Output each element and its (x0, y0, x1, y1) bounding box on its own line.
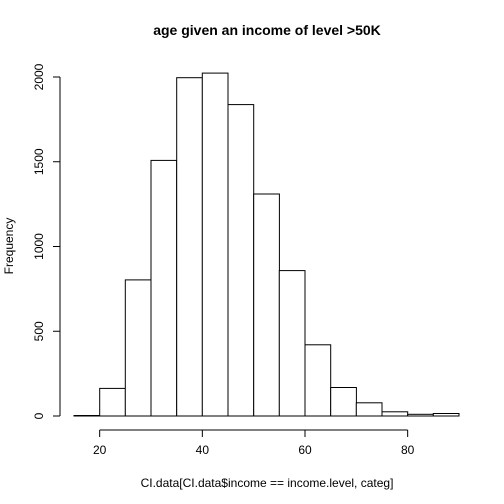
histogram-bar-1 (99, 387, 126, 417)
y-tick-label-4: 2000 (32, 63, 46, 90)
x-tick-label-2: 60 (298, 443, 312, 457)
histogram-bar-2 (124, 279, 152, 417)
histogram-bar-12 (381, 411, 409, 417)
histogram-bar-4 (176, 77, 203, 417)
histogram-bar-8 (278, 270, 306, 417)
histogram-bar-10 (330, 387, 357, 417)
x-axis: 20 40 60 80 (93, 429, 415, 457)
x-axis-label: CI.data[CI.data$income == income.level, … (141, 476, 394, 490)
y-tick-label-1: 500 (32, 321, 46, 341)
histogram-bar-9 (304, 344, 332, 417)
y-axis: 0 500 1000 1500 2000 (32, 63, 61, 419)
y-tick-label-3: 1500 (32, 148, 46, 175)
histogram-bar-5 (201, 72, 229, 417)
chart-title: age given an income of level >50K (153, 22, 381, 38)
histogram-bar-14 (432, 413, 460, 417)
y-tick-label-2: 1000 (32, 233, 46, 260)
x-tick-label-1: 40 (196, 443, 210, 457)
y-axis-label: Frequency (2, 218, 16, 275)
histogram-bar-0 (73, 415, 101, 417)
histogram-bar-3 (150, 159, 178, 417)
bars-group (73, 72, 460, 417)
histogram-bar-13 (407, 413, 434, 417)
histogram-bar-7 (253, 193, 280, 417)
x-tick-label-3: 80 (401, 443, 415, 457)
histogram-bar-11 (355, 402, 383, 417)
x-tick-label-0: 20 (93, 443, 107, 457)
y-tick-label-0: 0 (32, 412, 46, 419)
histogram-bar-6 (227, 104, 255, 417)
